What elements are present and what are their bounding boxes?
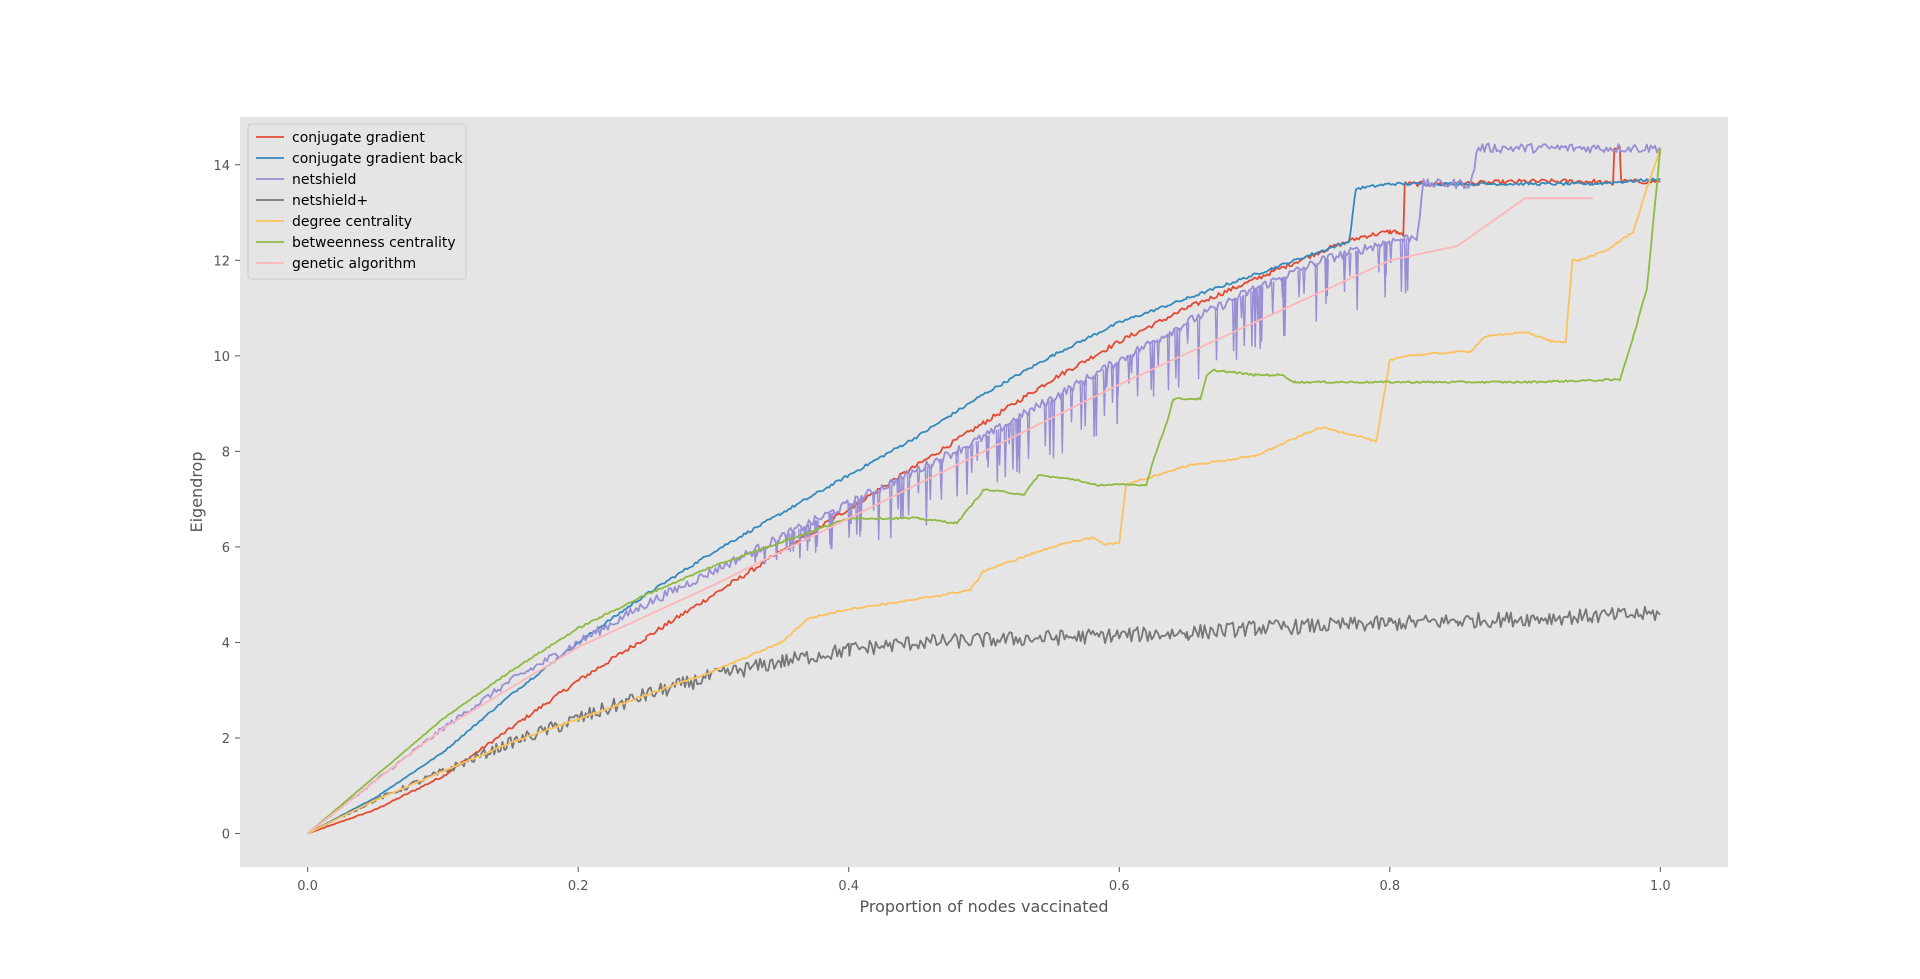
legend-label: betweenness centrality xyxy=(292,235,456,251)
y-tick-label: 10 xyxy=(213,350,230,365)
x-tick-label: 1.0 xyxy=(1650,879,1671,894)
x-axis-label: Proportion of nodes vaccinated xyxy=(859,897,1108,916)
x-tick-label: 0.4 xyxy=(838,879,859,894)
y-tick-label: 4 xyxy=(222,636,230,651)
legend-label: degree centrality xyxy=(292,214,412,230)
legend-label: conjugate gradient back xyxy=(292,151,464,167)
y-tick-label: 14 xyxy=(213,159,230,174)
x-tick-label: 0.8 xyxy=(1379,879,1400,894)
legend: conjugate gradient conjugate gradient bac… xyxy=(247,123,467,280)
y-tick-label: 2 xyxy=(222,732,230,747)
plot-background xyxy=(240,117,1728,867)
x-tick-label: 0.0 xyxy=(297,879,318,894)
series-layer xyxy=(307,142,1662,835)
legend-frame xyxy=(247,123,467,280)
y-tick-label: 12 xyxy=(213,254,230,269)
series-line-2 xyxy=(307,142,1661,835)
legend-label: conjugate gradient xyxy=(292,130,425,146)
y-axis-label: Eigendrop xyxy=(187,451,206,532)
x-axis: 0.0 0.2 0.4 0.6 0.8 1.0 xyxy=(297,867,1671,894)
series-line-1 xyxy=(307,177,1661,835)
series-line-4 xyxy=(307,147,1662,835)
y-axis: 0 2 4 6 8 10 12 14 xyxy=(213,159,240,843)
x-tick-label: 0.2 xyxy=(568,879,589,894)
legend-label: netshield+ xyxy=(292,193,368,209)
series-line-3 xyxy=(307,605,1661,835)
series-line-5 xyxy=(307,148,1662,835)
y-tick-label: 8 xyxy=(222,445,230,460)
x-tick-label: 0.6 xyxy=(1109,879,1130,894)
series-line-6 xyxy=(307,197,1593,835)
y-tick-label: 6 xyxy=(222,541,230,556)
series-line-0 xyxy=(307,145,1661,835)
y-tick-label: 0 xyxy=(222,828,230,843)
legend-label: genetic algorithm xyxy=(292,256,416,272)
legend-label: netshield xyxy=(292,172,356,188)
